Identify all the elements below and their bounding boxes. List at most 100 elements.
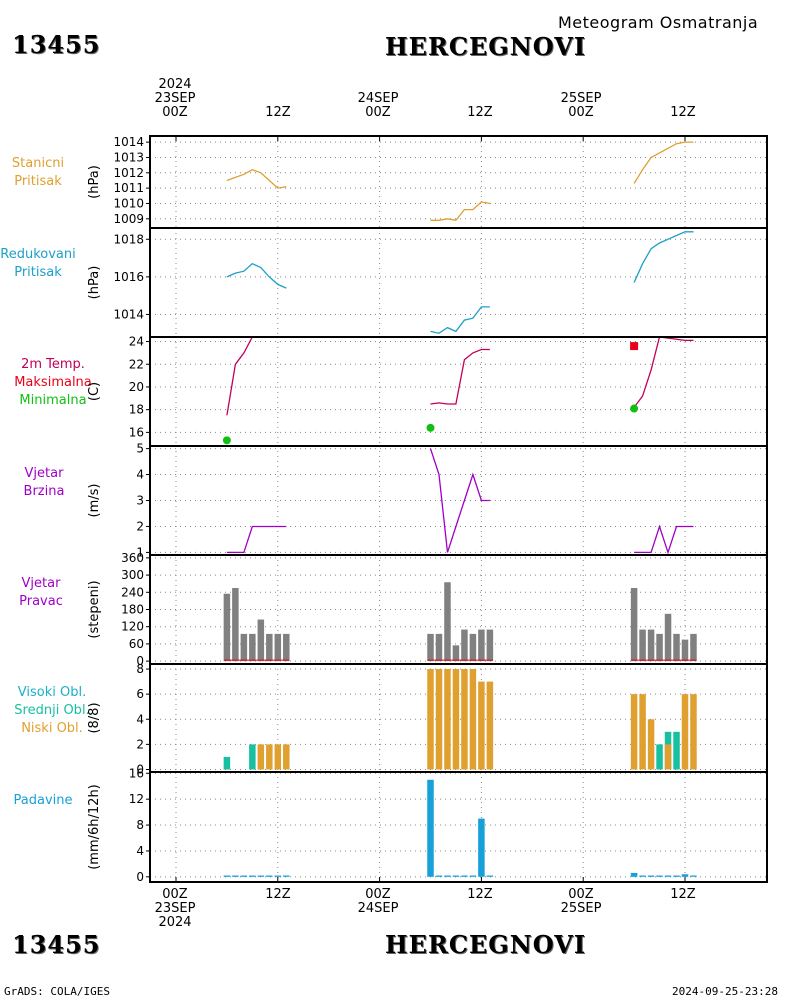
bar-clouds-s0-2	[656, 744, 663, 770]
top-time-label-1: 12Z	[265, 105, 291, 120]
bar-precip-3	[249, 875, 256, 877]
bottom-time-label-4: 00Z 25SEP	[560, 887, 602, 916]
label-precip: Padavine	[13, 793, 73, 808]
series-line-reduced-pressure-1	[430, 306, 490, 334]
label-temperature: 2m Temp. Maksimalna Minimalna	[14, 357, 92, 408]
bar-wind-direction-2	[240, 633, 248, 662]
ytick-label-wind-speed-3: 4	[136, 468, 144, 482]
series-line-temperature-2	[633, 336, 694, 408]
bar-precip-4	[257, 875, 265, 877]
ytick-label-wind-direction-3: 180	[121, 603, 144, 617]
bar-wind-direction-13	[469, 633, 477, 662]
series-line-station-pressure-0	[226, 168, 287, 189]
bar-precip-23	[690, 875, 697, 877]
bar-clouds-s1-17	[690, 694, 697, 770]
bar-precip-7	[283, 875, 290, 877]
meteogram-title: Meteogram Osmatranja	[558, 13, 759, 32]
ytick-label-clouds-2: 4	[136, 712, 144, 726]
bar-precip-10	[444, 875, 451, 877]
bar-precip-13	[469, 875, 477, 877]
bar-wind-direction-9	[435, 633, 443, 662]
ytick-label-temperature-2: 20	[129, 380, 144, 394]
bar-clouds-s1-1	[266, 744, 273, 770]
bar-clouds-s1-8	[461, 669, 468, 770]
header-station-id: 13455	[12, 30, 101, 59]
bar-clouds-s1-12	[630, 694, 638, 770]
ytick-label-temperature-3: 22	[129, 357, 144, 371]
ytick-label-wind-speed-1: 2	[136, 519, 144, 533]
bar-clouds-s1-7	[452, 669, 460, 770]
bar-clouds-s0-0	[223, 756, 231, 770]
ytick-label-station-pressure-4: 1013	[113, 150, 144, 164]
top-time-label-2: 24SEP 00Z	[357, 91, 399, 120]
label-wind-speed: Vjetar Brzina	[23, 466, 65, 499]
ytick-label-wind-direction-0: 0	[136, 654, 144, 668]
unit-label-station-pressure: (hPa)	[87, 165, 102, 199]
footer-credit: GrADS: COLA/IGES	[4, 985, 110, 998]
series-line-temperature-0	[226, 336, 253, 416]
bar-wind-direction-8	[427, 633, 434, 662]
bar-precip-5	[266, 875, 273, 877]
footer-station-id: 13455	[12, 930, 101, 959]
series-line-station-pressure-2	[633, 141, 694, 184]
bar-precip-2	[240, 875, 248, 877]
unit-label-wind-speed: (m/s)	[87, 484, 102, 518]
ytick-label-wind-direction-6: 360	[121, 551, 144, 565]
label-station-pressure: Stanicni Pritisak	[11, 156, 65, 189]
ytick-label-temperature-1: 18	[129, 403, 144, 417]
bar-precip-21	[673, 875, 680, 877]
ytick-label-station-pressure-0: 1009	[113, 212, 144, 226]
bar-precip-12	[461, 875, 468, 877]
footer-station-name: HERCEGNOVI	[385, 930, 587, 959]
ytick-label-station-pressure-5: 1014	[113, 135, 144, 149]
ytick-label-precip-2: 8	[136, 818, 144, 832]
bar-wind-direction-22	[681, 639, 689, 662]
min-temp-point-1	[426, 423, 435, 432]
bar-wind-direction-16	[630, 587, 638, 662]
bar-wind-direction-14	[478, 629, 485, 662]
series-line-station-pressure-1	[430, 201, 491, 222]
bar-precip-0	[223, 875, 231, 877]
bar-precip-11	[452, 875, 460, 877]
series-line-temperature-1	[430, 348, 490, 405]
bar-wind-direction-17	[639, 629, 646, 662]
bar-wind-direction-6	[274, 633, 282, 662]
bar-clouds-s1-6	[444, 669, 451, 770]
bar-wind-direction-1	[232, 587, 239, 662]
top-time-label-3: 12Z	[467, 105, 493, 120]
bar-precip-14	[478, 818, 485, 877]
bar-precip-6	[274, 875, 282, 877]
panel-frame-reduced-pressure	[149, 227, 768, 338]
series-line-reduced-pressure-2	[633, 231, 694, 283]
bar-clouds-s1-9	[469, 669, 477, 770]
panel-frame-station-pressure	[149, 135, 768, 229]
unit-label-temperature: (C)	[87, 382, 102, 401]
ytick-label-wind-direction-5: 300	[121, 568, 144, 582]
bar-precip-9	[435, 875, 443, 877]
ytick-label-precip-0: 0	[136, 870, 144, 884]
bar-wind-direction-3	[249, 633, 256, 662]
bar-clouds-s0-1	[249, 744, 256, 770]
bottom-time-label-1: 12Z	[265, 887, 291, 902]
ytick-label-wind-direction-2: 120	[121, 620, 144, 634]
ytick-label-station-pressure-2: 1011	[113, 181, 144, 195]
bar-wind-direction-21	[673, 633, 680, 662]
bar-wind-direction-0	[223, 593, 231, 662]
bar-precip-1	[232, 875, 239, 877]
ytick-label-reduced-pressure-0: 1014	[113, 307, 144, 321]
bar-wind-direction-18	[647, 629, 655, 662]
ytick-label-clouds-3: 6	[136, 687, 144, 701]
bar-clouds-s1-4	[427, 669, 434, 770]
bar-wind-direction-4	[257, 619, 265, 662]
top-time-label-0: 2024 23SEP 00Z	[154, 77, 196, 120]
bar-precip-22	[681, 874, 689, 877]
bar-clouds-s1-16	[681, 694, 689, 770]
unit-label-wind-direction: (stepeni)	[87, 580, 102, 638]
unit-label-clouds: (8/8)	[87, 702, 102, 733]
bar-clouds-s1-11	[486, 681, 494, 770]
bar-precip-18	[647, 875, 655, 877]
bar-precip-17	[639, 875, 646, 877]
bar-clouds-s1-14	[647, 719, 655, 770]
unit-label-precip: (mm/6h/12h)	[87, 784, 102, 870]
bar-clouds-s1-5	[435, 669, 443, 770]
